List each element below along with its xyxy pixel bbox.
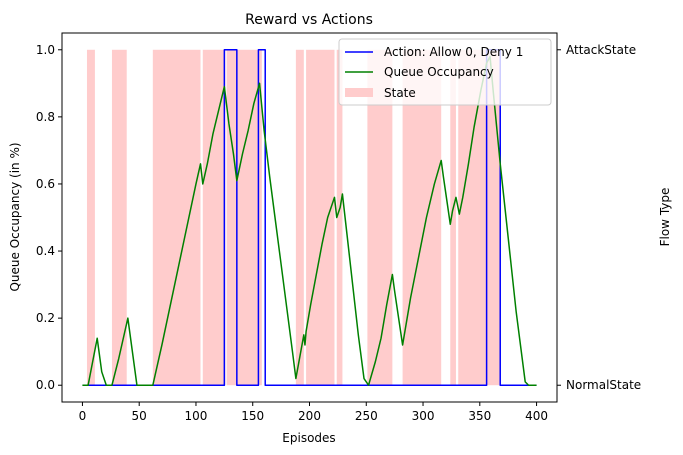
y-tick-label: 0.0 [36,378,55,392]
y2-tick-label: AttackState [566,43,636,57]
legend-label-queue: Queue Occupancy [384,65,494,79]
y-tick-label: 0.6 [36,177,55,191]
x-tick-label: 50 [132,409,147,423]
y2-axis-ticks: NormalState AttackState [557,43,641,392]
state-span-bar [306,49,335,386]
legend-label-action: Action: Allow 0, Deny 1 [384,45,523,59]
state-span-bar [152,49,201,386]
x-tick-label: 250 [355,409,378,423]
y-tick-label: 0.8 [36,110,55,124]
y-axis-ticks: 0.0 0.2 0.4 0.6 0.8 1.0 [36,43,62,392]
state-span-bar [86,49,95,386]
legend-box [338,38,552,106]
y-axis-label: Queue Occupancy (in %) [8,142,22,291]
x-tick-label: 150 [241,409,264,423]
y-tick-label: 1.0 [36,43,55,57]
x-tick-label: 100 [185,409,208,423]
state-span-bar [336,49,343,386]
x-tick-label: 0 [79,409,87,423]
y-tick-label: 0.2 [36,311,55,325]
state-span-bar [295,49,304,386]
state-span-bar [202,49,226,386]
x-tick-label: 350 [468,409,491,423]
state-span-bar [458,49,501,386]
queue-occupancy-series-line [82,55,537,386]
x-axis-label: Episodes [282,431,335,445]
legend-label-state: State [384,86,416,100]
state-span-bar [450,49,456,386]
state-span-bar [367,49,393,386]
x-tick-label: 400 [525,409,548,423]
legend-swatch-state [345,88,373,97]
x-axis-ticks: 0 50 100 150 200 250 300 350 400 [79,402,548,423]
y2-axis-label: Flow Type [658,188,672,247]
y2-tick-label: NormalState [566,378,641,392]
chart-title: Reward vs Actions [245,12,373,28]
state-spans [86,49,501,386]
y-tick-label: 0.4 [36,244,55,258]
x-tick-label: 200 [298,409,321,423]
x-tick-label: 300 [412,409,435,423]
state-span-bar [402,49,442,386]
legend: Action: Allow 0, Deny 1 Queue Occupancy … [338,38,552,106]
state-span-bar [111,49,127,386]
state-span-bar [226,49,262,386]
